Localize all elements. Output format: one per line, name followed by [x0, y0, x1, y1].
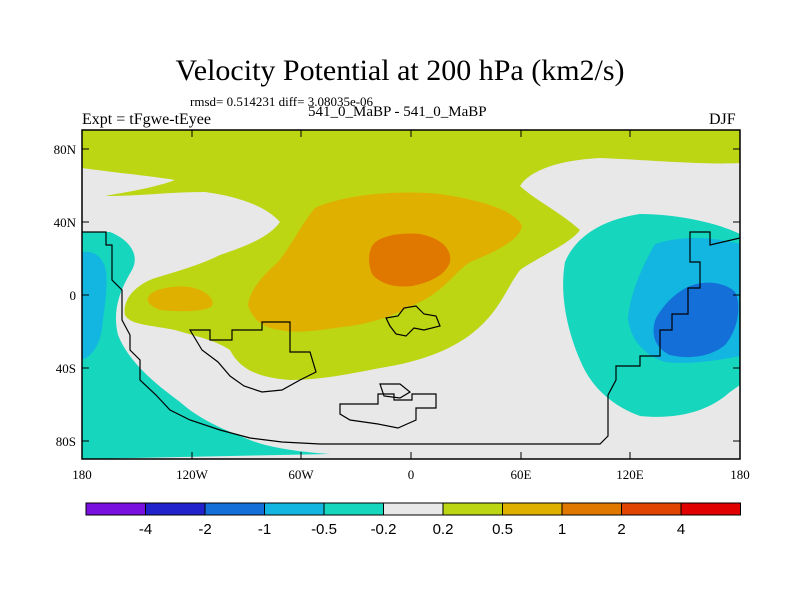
case-subtitle: 541_0_MaBP - 541_0_MaBP	[308, 104, 487, 120]
lon-label: 0	[408, 467, 415, 482]
colorbar-label: -2	[198, 521, 211, 538]
lat-label: 40N	[54, 215, 77, 230]
season-label: DJF	[709, 111, 736, 128]
colorbar-label: -0.2	[371, 521, 397, 538]
colorbar-box	[561, 502, 622, 516]
lon-label: 180	[730, 467, 750, 482]
coastline-east	[520, 231, 740, 445]
contour-field	[82, 130, 740, 459]
colorbar-box	[264, 502, 325, 516]
colorbar-box	[145, 502, 206, 516]
colorbar-label: 2	[617, 521, 625, 538]
lat-label: 0	[70, 288, 77, 303]
colorbar-labels: -4 -2 -1 -0.5 -0.2 0.2 0.5 1 2 4	[139, 521, 685, 538]
negative-band-1	[653, 282, 739, 358]
colorbar-label: -1	[258, 521, 271, 538]
lon-label: 60E	[511, 467, 532, 482]
colorbar-box	[502, 502, 563, 516]
lon-tick-marks	[81, 130, 741, 459]
colorbar-label: 0.2	[433, 521, 454, 538]
colorbar	[85, 502, 741, 516]
positive-band-1	[369, 233, 451, 287]
lat-label: 80S	[56, 434, 76, 449]
negative-band-0p2-west	[82, 232, 330, 459]
rmsd-stats: rmsd= 0.514231 diff= 3.08035e-06	[190, 94, 374, 109]
neutral-island-north	[82, 168, 175, 196]
coastlines	[82, 231, 740, 445]
colorbar-box	[621, 502, 682, 516]
coastline-inner	[188, 321, 317, 393]
coastline-peninsula	[385, 305, 441, 337]
colorbar-label: 0.5	[492, 521, 513, 538]
experiment-label: Expt = tFgwe-tEyee	[82, 111, 211, 128]
lat-label: 80N	[54, 142, 77, 157]
positive-band-0p5-west	[147, 286, 213, 312]
lat-label: 40S	[56, 361, 76, 376]
colorbar-label: 1	[558, 521, 566, 538]
colorbar-label: 4	[677, 521, 685, 538]
lon-label: 180	[72, 467, 92, 482]
colorbar-box	[204, 502, 265, 516]
colorbar-box	[383, 502, 444, 516]
lat-tick-marks	[82, 148, 740, 442]
colorbar-box	[680, 502, 741, 516]
coastline-west	[82, 231, 520, 445]
lon-labels: 180 120W 60W 0 60E 120E 180	[72, 467, 750, 482]
coastline-south-islands	[339, 393, 437, 429]
lon-label: 120W	[176, 467, 209, 482]
colorbar-box	[85, 502, 146, 516]
coastline-inset	[379, 383, 412, 399]
colorbar-box	[442, 502, 503, 516]
lon-label: 120E	[616, 467, 644, 482]
lon-label: 60W	[288, 467, 314, 482]
colorbar-box	[323, 502, 384, 516]
colorbar-label: -4	[139, 521, 152, 538]
map-title: Velocity Potential at 200 hPa (km2/s)	[175, 54, 625, 87]
lat-labels: 80N 40N 0 40S 80S	[54, 142, 77, 449]
colorbar-label: -0.5	[311, 521, 337, 538]
negative-band-0p5-west	[82, 251, 107, 360]
